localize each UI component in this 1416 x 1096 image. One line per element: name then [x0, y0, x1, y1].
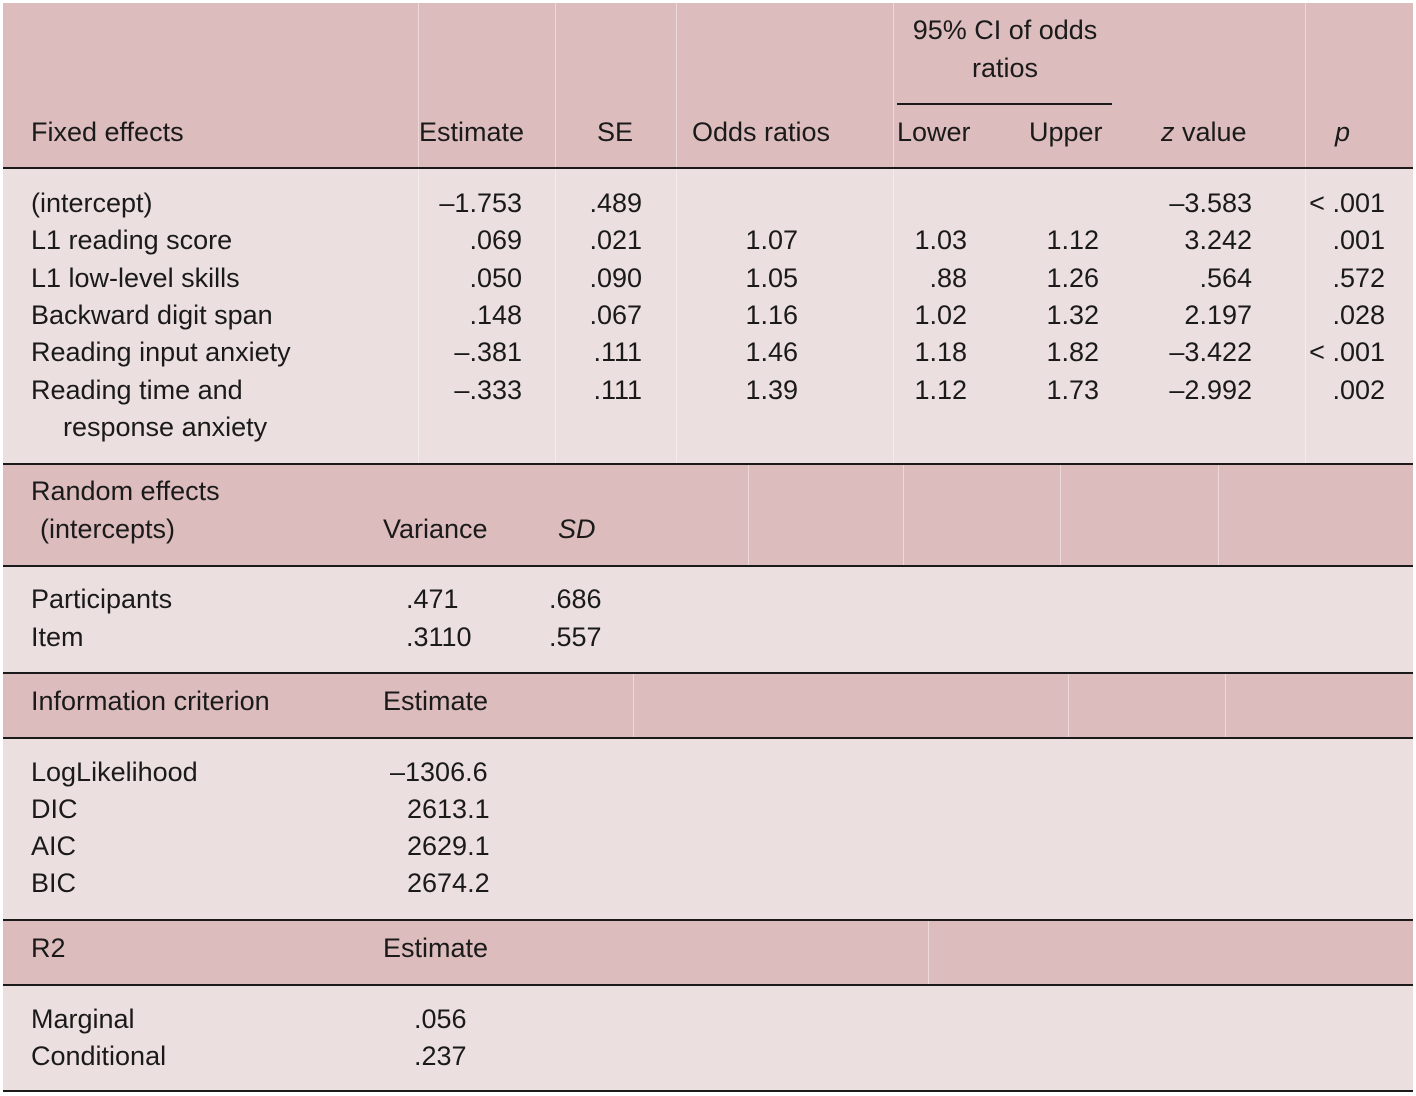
cell-se: .489: [589, 188, 642, 218]
row-label: Reading time and: [31, 375, 243, 405]
row-label: Reading input anxiety: [31, 337, 291, 367]
ci-group-underline: [897, 103, 1112, 105]
cell-value: 2674.2: [407, 868, 490, 898]
cell-odds: 1.39: [745, 375, 798, 405]
ci-group-title: 95% CI of odds: [912, 15, 1098, 45]
header-z-text: value: [1174, 117, 1247, 147]
row-label: (intercept): [31, 188, 153, 218]
info-criterion-title: Information criterion: [31, 686, 270, 716]
cell-p: < .001: [1309, 188, 1385, 218]
row-label: L1 low-level skills: [31, 263, 240, 293]
cell-lower: 1.18: [914, 337, 967, 367]
cell-upper: 1.32: [1046, 300, 1099, 330]
cell-estimate: .148: [469, 300, 522, 330]
random-effects-subtitle: (intercepts): [40, 514, 176, 544]
row-label: BIC: [31, 868, 77, 898]
row-label-continuation: response anxiety: [63, 412, 268, 442]
cell-variance: .471: [406, 584, 459, 614]
cell-upper: 1.73: [1046, 375, 1099, 405]
random-effects-header-band: [3, 465, 1413, 565]
ci-group-title-line2: ratios: [971, 53, 1039, 83]
cell-upper: 1.26: [1046, 263, 1099, 293]
cell-p: .028: [1332, 300, 1385, 330]
r2-header-band: [3, 921, 1413, 984]
header-se: SE: [597, 117, 634, 147]
cell-lower: 1.03: [914, 225, 967, 255]
row-label: L1 reading score: [31, 225, 233, 255]
cell-sd: .557: [549, 622, 602, 652]
row-label: DIC: [31, 794, 78, 824]
cell-se: .021: [589, 225, 642, 255]
cell-value: –1306.6: [390, 757, 488, 787]
cell-z: .564: [1199, 263, 1252, 293]
cell-lower: 1.12: [914, 375, 967, 405]
cell-z: –2.992: [1169, 375, 1252, 405]
row-label: Item: [31, 622, 84, 652]
header-fixed-effects: Fixed effects: [31, 117, 184, 147]
header-ci-lower: Lower: [897, 117, 971, 147]
header-z-symbol: z: [1161, 117, 1175, 147]
cell-upper: 1.12: [1046, 225, 1099, 255]
info-criterion-body-band: [3, 739, 1413, 919]
cell-se: .111: [593, 337, 642, 367]
cell-estimate: –.381: [454, 337, 522, 367]
cell-upper: 1.82: [1046, 337, 1099, 367]
cell-z: –3.422: [1169, 337, 1252, 367]
cell-se: .090: [589, 263, 642, 293]
random-effects-title: Random effects: [31, 476, 220, 506]
header-estimate: Estimate: [419, 117, 525, 147]
cell-value: .237: [414, 1041, 467, 1071]
cell-lower: 1.02: [914, 300, 967, 330]
cell-z: 2.197: [1184, 300, 1252, 330]
cell-odds: 1.16: [745, 300, 798, 330]
cell-se: .067: [589, 300, 642, 330]
cell-p: .002: [1332, 375, 1385, 405]
random-effects-body-band: [3, 567, 1413, 673]
cell-odds: 1.05: [745, 263, 798, 293]
cell-estimate: –1.753: [439, 188, 522, 218]
cell-lower: .88: [929, 263, 967, 293]
cell-sd: .686: [549, 584, 602, 614]
header-odds-ratios: Odds ratios: [692, 117, 831, 147]
header-variance: Variance: [383, 514, 488, 544]
header-ci-upper: Upper: [1029, 117, 1103, 147]
r2-body-band: [3, 986, 1413, 1091]
row-label: Marginal: [31, 1004, 135, 1034]
row-label: AIC: [31, 831, 77, 861]
cell-value: 2613.1: [407, 794, 490, 824]
row-label: Backward digit span: [31, 300, 273, 330]
cell-value: .056: [414, 1004, 467, 1034]
cell-se: .111: [593, 375, 642, 405]
cell-estimate: .050: [469, 263, 522, 293]
header-sd: SD: [558, 514, 596, 544]
cell-p: .572: [1332, 263, 1385, 293]
row-label: Participants: [31, 584, 173, 614]
cell-variance: .3110: [406, 622, 472, 652]
cell-value: 2629.1: [407, 831, 490, 861]
cell-z: 3.242: [1184, 225, 1252, 255]
cell-odds: 1.07: [745, 225, 798, 255]
fixed-effects-header-band: [3, 3, 1413, 168]
cell-estimate: –.333: [454, 375, 522, 405]
row-label: Conditional: [31, 1041, 167, 1071]
cell-p: .001: [1332, 225, 1385, 255]
fixed-effects-body-band: [3, 169, 1413, 463]
r2-estimate-header: Estimate: [383, 933, 489, 963]
r2-title: R2: [31, 933, 66, 963]
cell-odds: 1.46: [745, 337, 798, 367]
info-estimate-header: Estimate: [383, 686, 489, 716]
cell-estimate: .069: [469, 225, 522, 255]
info-criterion-header-band: [3, 674, 1413, 737]
cell-p: < .001: [1309, 337, 1385, 367]
row-label: LogLikelihood: [31, 757, 198, 787]
header-p: p: [1335, 117, 1351, 147]
header-z-value: z value: [1161, 114, 1247, 151]
cell-z: –3.583: [1169, 188, 1252, 218]
